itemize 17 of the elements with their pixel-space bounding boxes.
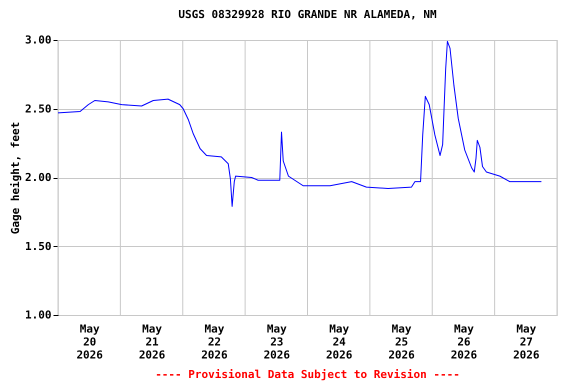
y-tick-label: 2.50 <box>25 102 52 116</box>
x-tick-label: May 23 2026 <box>264 322 290 362</box>
y-tick-label: 2.00 <box>25 171 52 184</box>
y-tick-label: 3.00 <box>25 34 52 46</box>
x-tick-label: May 25 2026 <box>388 322 416 362</box>
x-tick-label: May 24 2026 <box>326 322 353 362</box>
y-tick-label: 1.50 <box>25 240 52 253</box>
x-tick-label: May 22 2026 <box>201 322 228 362</box>
line-series <box>58 40 542 207</box>
x-tick-label: May 27 2026 <box>513 322 540 362</box>
x-tick-label: May 21 2026 <box>138 322 166 362</box>
x-tick-label: May 20 2026 <box>76 322 104 362</box>
chart-title: USGS 08329928 RIO GRANDE NR ALAMEDA, NM <box>178 8 438 21</box>
y-tick-label: 1.00 <box>25 308 52 322</box>
y-axis-title: Gage height, feet <box>9 122 22 234</box>
x-tick-label: May 26 2026 <box>450 322 478 362</box>
text: ---- Provisional Data Subject to Revision ---- <box>155 368 460 381</box>
